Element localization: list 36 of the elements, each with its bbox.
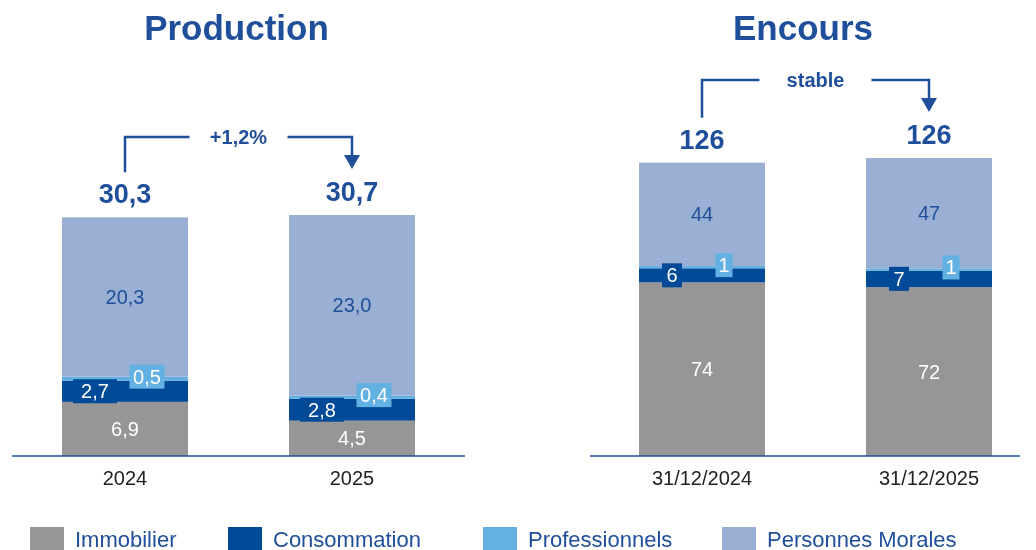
chart-title: Encours	[732, 8, 874, 47]
total-label: 126	[679, 124, 725, 155]
bar	[866, 287, 992, 456]
total-label: 30,3	[98, 179, 152, 210]
data-label: 6,9	[111, 417, 139, 440]
data-label: 44	[690, 203, 714, 226]
data-label: 0,5	[133, 365, 161, 388]
text: +1,2%	[209, 126, 268, 148]
data-label: 7	[893, 267, 905, 290]
total-label: 30,7	[325, 177, 379, 207]
legend-label: Immobilier	[75, 527, 177, 550]
total-label: 126	[906, 120, 952, 150]
data-label: 2,8	[308, 398, 336, 421]
data-label: 6	[666, 264, 678, 287]
data-label: 20,3	[105, 286, 145, 309]
x-tick-label: 31/12/2025	[878, 467, 980, 489]
data-label: 72	[917, 360, 941, 383]
data-label: 1	[945, 256, 957, 279]
bar	[639, 282, 765, 456]
legend-label: Consommation	[273, 527, 421, 550]
bar	[62, 401, 188, 456]
x-tick-label: 2024	[102, 467, 148, 489]
data-label: 74	[690, 358, 714, 381]
data-label: 1	[718, 254, 730, 277]
legend-label: Professionnels	[528, 527, 673, 550]
data-label: 47	[917, 202, 941, 225]
bar	[289, 420, 415, 456]
data-label: 0,4	[360, 384, 388, 407]
data-label: 2,7	[81, 380, 109, 403]
text: stable	[786, 69, 845, 91]
x-tick-label: 31/12/2024	[651, 467, 753, 489]
legend-label: Personnes Morales	[767, 527, 957, 550]
chart-title: Production	[144, 8, 329, 47]
data-label: 4,5	[338, 427, 366, 450]
data-label: 23,0	[332, 294, 372, 317]
x-tick-label: 2025	[329, 467, 375, 489]
